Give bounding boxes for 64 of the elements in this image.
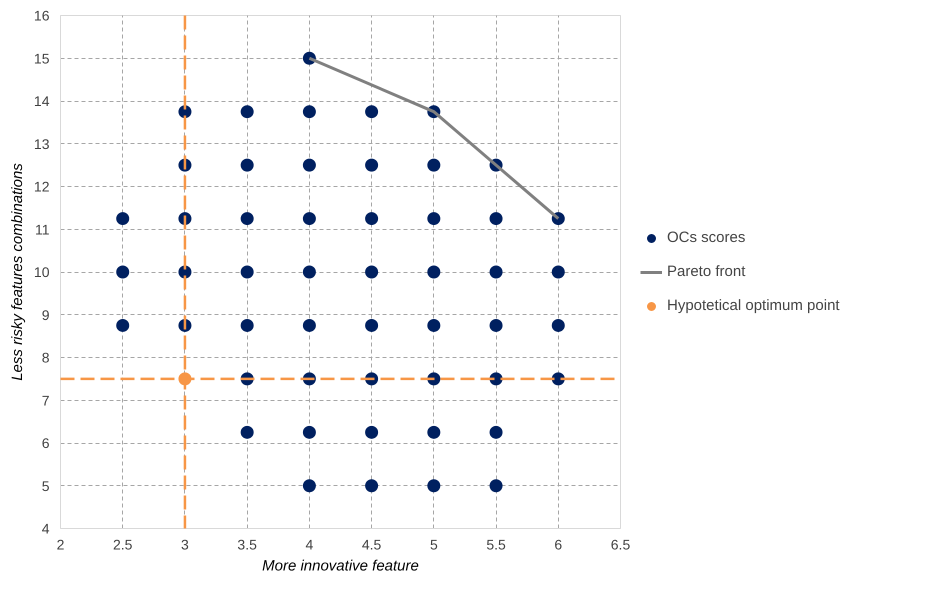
legend-label: Hypotetical optimum point: [667, 297, 840, 314]
point: [490, 212, 503, 226]
point: [552, 266, 565, 278]
x-tick-label: 4: [305, 536, 314, 552]
point: [365, 479, 378, 492]
y-tick-label: 7: [42, 392, 50, 408]
x-tick-label: 4.5: [362, 536, 382, 552]
point: [365, 426, 378, 439]
y-tick-label: 10: [34, 264, 50, 280]
y-tick-label: 11: [34, 221, 50, 238]
legend-label: OCs scores: [667, 229, 746, 246]
point: [116, 212, 130, 226]
y-tick-label: 4: [42, 520, 50, 536]
legend-label: Pareto front: [667, 263, 746, 280]
x-tick-label: 5.5: [486, 536, 506, 552]
point: [116, 318, 130, 332]
point: [240, 426, 254, 439]
y-tick-label: 9: [42, 306, 50, 323]
point: [240, 212, 254, 226]
point: [490, 266, 503, 278]
x-tick-label: 2: [56, 536, 65, 552]
point: [365, 266, 378, 278]
point: [490, 318, 503, 332]
point: [552, 318, 565, 332]
y-tick-label: 15: [34, 50, 50, 66]
point: [490, 426, 503, 439]
y-tick-label: 12: [34, 178, 50, 194]
y-tick-label: 5: [42, 478, 50, 494]
point: [302, 212, 316, 226]
point: [427, 318, 440, 332]
point: [365, 158, 378, 172]
point: [427, 426, 440, 439]
x-tick-label: 3: [181, 536, 190, 552]
point: [240, 266, 254, 278]
y-tick-label: 6: [42, 435, 50, 451]
point: [302, 318, 316, 332]
x-tick-label: 6: [554, 536, 562, 552]
point: [240, 105, 254, 118]
point: [302, 105, 316, 118]
point: [302, 266, 316, 278]
y-tick-label: 14: [34, 93, 50, 109]
point: [427, 266, 440, 278]
x-tick-label: 2.5: [112, 536, 133, 552]
x-tick-label: 5: [430, 536, 438, 552]
y-tick-label: 16: [34, 8, 50, 24]
point: [240, 318, 254, 332]
x-tick-label: 6.5: [610, 536, 630, 552]
point: [302, 426, 316, 439]
point: [427, 479, 440, 492]
y-axis-title: Less risky features combinations: [8, 162, 26, 381]
y-tick-label: 13: [34, 136, 50, 152]
point: [427, 158, 440, 172]
point: [240, 158, 254, 172]
y-tick-label: 8: [42, 350, 50, 366]
point: [365, 105, 378, 118]
point: [365, 212, 378, 226]
x-axis-title: More innovative feature: [262, 558, 419, 574]
point: [302, 479, 316, 492]
x-tick-label: 3.5: [237, 536, 258, 552]
point: [490, 479, 503, 492]
point: [427, 212, 440, 226]
point: [302, 158, 316, 172]
point: [365, 318, 378, 332]
point: [116, 266, 130, 278]
